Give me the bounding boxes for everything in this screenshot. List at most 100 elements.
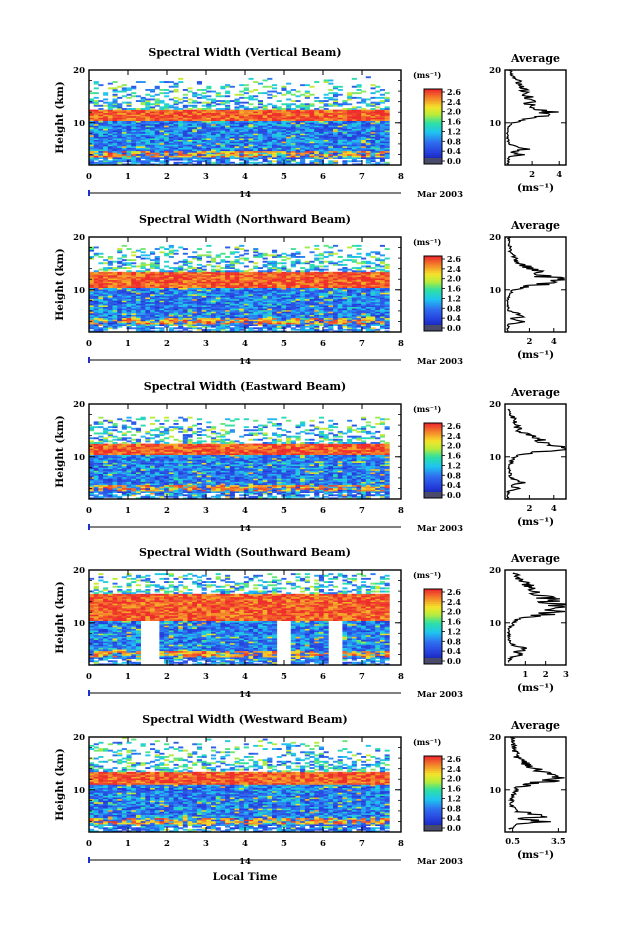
heatmap-cell — [93, 303, 99, 306]
heatmap-cell — [347, 320, 353, 323]
heatmap-cell — [145, 317, 151, 320]
heatmap-cell — [234, 155, 240, 158]
heatmap-cell — [342, 322, 348, 325]
heatmap-cell — [168, 104, 174, 107]
heatmap-cell — [131, 324, 137, 326]
heatmap-cell — [276, 109, 282, 112]
heatmap-cell — [295, 316, 301, 319]
heatmap-cell — [140, 130, 146, 133]
heatmap-cell — [225, 115, 231, 118]
heatmap-cell — [192, 309, 198, 312]
heatmap-cell — [365, 314, 371, 317]
heatmap-cell — [225, 138, 231, 140]
heatmap-cell — [126, 160, 132, 163]
heatmap-cell — [295, 149, 301, 152]
heatmap-cell — [154, 141, 160, 144]
heatmap-cell — [276, 161, 282, 164]
heatmap-cell — [93, 109, 99, 112]
heatmap-cell — [211, 300, 217, 303]
heatmap-cell — [178, 130, 184, 133]
heatmap-cell — [300, 106, 306, 109]
heatmap-cell — [103, 150, 109, 153]
heatmap-cell — [370, 133, 376, 136]
heatmap-cell — [150, 309, 156, 312]
heatmap-cell — [173, 161, 179, 164]
heatmap-cell — [351, 322, 357, 325]
heatmap-cell — [220, 144, 226, 147]
heatmap-cell — [384, 309, 390, 312]
heatmap-cell — [281, 325, 287, 328]
heatmap-cell — [150, 117, 156, 120]
heatmap-cell — [135, 111, 141, 114]
heatmap-cell — [215, 300, 221, 303]
heatmap-cell — [272, 328, 278, 331]
heatmap-cell — [384, 120, 390, 123]
heatmap-cell — [356, 111, 362, 114]
heatmap-cell — [178, 306, 184, 309]
heatmap-cell — [384, 150, 390, 153]
heatmap-cell — [173, 142, 179, 145]
heatmap-cell — [112, 100, 118, 102]
heatmap-cell — [140, 125, 146, 128]
heatmap-cell — [272, 115, 278, 118]
heatmap-cell — [159, 125, 165, 128]
heatmap-cell — [173, 136, 179, 139]
heatmap-cell — [276, 150, 282, 153]
heatmap-cell — [248, 161, 254, 164]
heatmap-cell — [103, 160, 109, 163]
heatmap-cell — [187, 117, 193, 120]
heatmap-cell — [365, 300, 371, 303]
heatmap-cell — [375, 320, 381, 323]
heatmap-cell — [300, 319, 306, 322]
heatmap-cell — [342, 114, 348, 117]
heatmap-cell — [272, 141, 278, 144]
heatmap-cell — [342, 120, 348, 123]
panel-title: Spectral Width (Vertical Beam) — [148, 46, 341, 59]
heatmap-cell — [192, 325, 198, 328]
heatmap-cell — [300, 305, 306, 307]
heatmap-cell — [262, 117, 268, 120]
heatmap-cell — [272, 314, 278, 317]
heatmap-cell — [370, 314, 376, 317]
colorbar-segment — [424, 126, 442, 129]
heatmap-cell — [206, 316, 212, 319]
heatmap-cell — [356, 311, 362, 314]
heatmap-cell — [351, 85, 357, 88]
heatmap-cell — [220, 317, 226, 320]
heatmap-cell — [173, 322, 179, 325]
heatmap-cell — [300, 308, 306, 311]
heatmap-cell — [365, 306, 371, 309]
heatmap-cell — [140, 322, 146, 325]
heatmap-cell — [150, 300, 156, 303]
heatmap-cell — [215, 314, 221, 317]
heatmap-cell — [333, 155, 339, 158]
heatmap-cell — [248, 128, 254, 131]
heatmap-cell — [229, 303, 235, 306]
heatmap-cell — [150, 89, 156, 91]
heatmap-cell — [300, 119, 306, 121]
heatmap-cell — [225, 131, 231, 134]
heatmap-cell — [135, 127, 141, 129]
heatmap-cell — [192, 306, 198, 309]
heatmap-cell — [168, 152, 174, 155]
heatmap-cell — [112, 81, 118, 83]
heatmap-cell — [337, 89, 343, 91]
heatmap-cell — [206, 157, 212, 159]
heatmap-cell — [276, 146, 282, 148]
heatmap-cell — [192, 319, 198, 322]
heatmap-cell — [281, 142, 287, 145]
heatmap-cell — [201, 139, 207, 142]
heatmap-cell — [257, 112, 263, 115]
heatmap-cell — [89, 320, 95, 323]
heatmap-cell — [117, 320, 123, 323]
heatmap-cell — [342, 138, 348, 140]
heatmap-cell — [145, 152, 151, 155]
heatmap-cell — [187, 161, 193, 164]
heatmap-cell — [182, 155, 188, 158]
heatmap-cell — [295, 325, 301, 328]
heatmap-cell — [318, 130, 324, 133]
heatmap-cell — [187, 158, 193, 161]
heatmap-cell — [314, 131, 320, 134]
heatmap-cell — [89, 139, 95, 142]
heatmap-cell — [225, 150, 231, 153]
